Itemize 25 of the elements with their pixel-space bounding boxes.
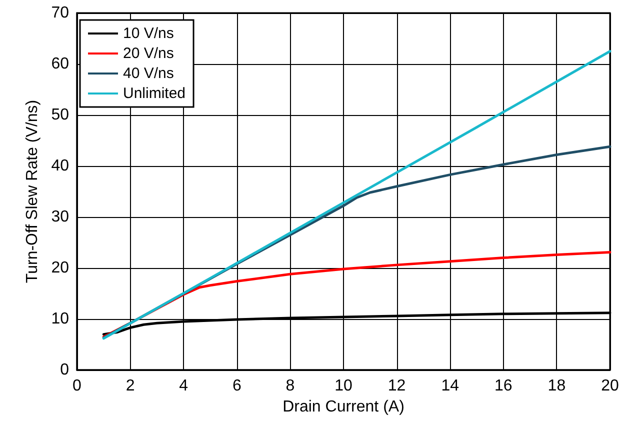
legend-label: Unlimited	[123, 85, 186, 102]
y-axis-title: Turn-Off Slew Rate (V/ns)	[24, 100, 41, 284]
x-tick-label: 14	[441, 378, 460, 394]
legend-label: 20 V/ns	[123, 45, 174, 62]
x-tick-label: 8	[286, 378, 295, 394]
legend-label: 10 V/ns	[123, 25, 174, 42]
x-tick-label: 6	[232, 378, 242, 394]
legend-label: 40 V/ns	[123, 65, 174, 82]
y-tick-label: 10	[51, 310, 70, 328]
x-tick-label: 10	[334, 378, 352, 394]
y-tick-label: 0	[60, 362, 70, 378]
x-tick-label: 18	[548, 378, 566, 394]
x-tick-label: 16	[494, 378, 512, 394]
x-tick-label: 0	[72, 378, 82, 394]
x-tick-label: 20	[601, 378, 619, 394]
x-tick-label: 4	[179, 378, 188, 394]
y-tick-label: 50	[51, 106, 70, 124]
y-tick-label: 40	[51, 158, 70, 174]
y-tick-label: 30	[51, 208, 70, 226]
y-tick-label: 70	[51, 4, 70, 22]
x-axis-title: Drain Current (A)	[282, 398, 404, 416]
y-tick-label: 60	[51, 56, 70, 72]
x-tick-label: 2	[126, 378, 135, 394]
y-tick-label: 20	[51, 260, 70, 276]
x-tick-label: 12	[388, 378, 406, 394]
